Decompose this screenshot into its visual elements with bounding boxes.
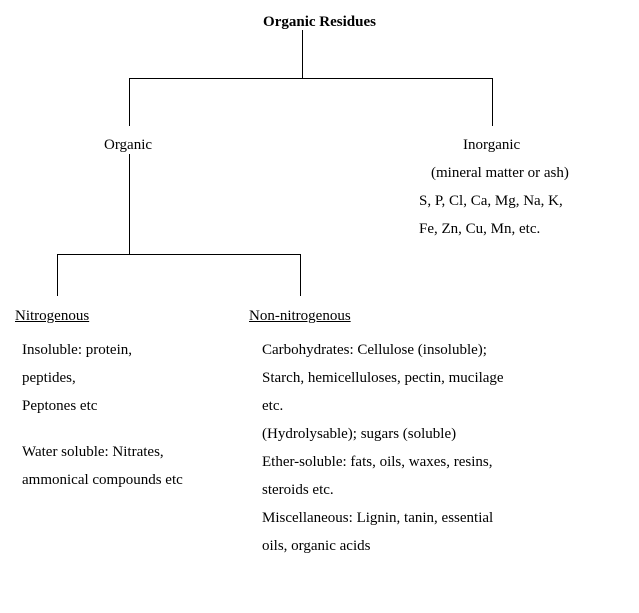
node-non-nitrogenous: Non-nitrogenous <box>249 304 351 328</box>
connector-l1-horizontal <box>129 78 493 79</box>
connector-l2-horizontal <box>57 254 301 255</box>
inorganic-sub1: (mineral matter or ash) <box>419 161 619 185</box>
node-inorganic: Inorganic (mineral matter or ash) S, P, … <box>419 133 619 245</box>
node-nitrogenous: Nitrogenous <box>15 304 89 328</box>
inorganic-label: Inorganic <box>419 133 619 157</box>
connector-l2-left-vertical <box>57 254 58 296</box>
nitro-line4: Water soluble: Nitrates, <box>22 440 232 464</box>
nitro-line5: ammonical compounds etc <box>22 468 232 492</box>
diagram-title: Organic Residues <box>263 10 376 34</box>
nitro-line2: peptides, <box>22 366 232 390</box>
connector-l1-left-vertical <box>129 78 130 126</box>
inorganic-sub2: S, P, Cl, Ca, Mg, Na, K, <box>419 189 619 213</box>
nitrogenous-detail: Insoluble: protein, peptides, Peptones e… <box>22 338 232 496</box>
nitro-line1: Insoluble: protein, <box>22 338 232 362</box>
nonnitro-line2: Starch, hemicelluloses, pectin, mucilage <box>262 366 608 390</box>
connector-l2-right-vertical <box>300 254 301 296</box>
non-nitrogenous-detail: Carbohydrates: Cellulose (insoluble); St… <box>262 338 608 562</box>
connector-organic-vertical <box>129 154 130 254</box>
nitro-line3: Peptones etc <box>22 394 232 418</box>
nonnitro-line1: Carbohydrates: Cellulose (insoluble); <box>262 338 608 362</box>
inorganic-sub3: Fe, Zn, Cu, Mn, etc. <box>419 217 619 241</box>
nonnitro-line7: Miscellaneous: Lignin, tanin, essential <box>262 506 608 530</box>
nonnitro-line6: steroids etc. <box>262 478 608 502</box>
nonnitro-line3: etc. <box>262 394 608 418</box>
nonnitro-line5: Ether-soluble: fats, oils, waxes, resins… <box>262 450 608 474</box>
nonnitro-line4: (Hydrolysable); sugars (soluble) <box>262 422 608 446</box>
connector-root-vertical <box>302 30 303 78</box>
nonnitro-line8: oils, organic acids <box>262 534 608 558</box>
node-organic: Organic <box>104 133 152 157</box>
connector-l1-right-vertical <box>492 78 493 126</box>
